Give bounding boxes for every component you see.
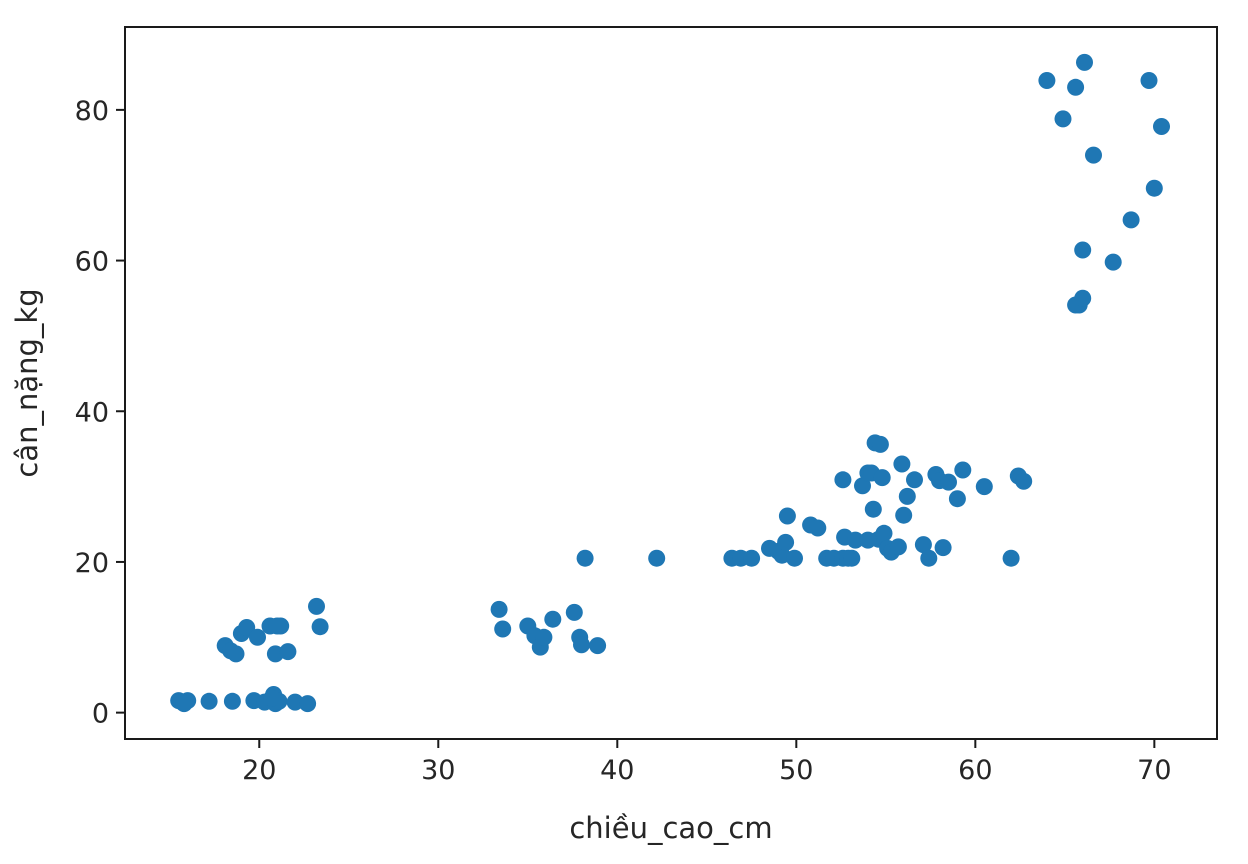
data-point (263, 689, 281, 707)
data-point (1038, 72, 1056, 89)
x-axis-ticks: 20 30 40 50 60 70 (242, 739, 1172, 786)
data-point (1122, 211, 1140, 229)
data-point (1074, 241, 1092, 259)
data-point (544, 610, 562, 628)
scatter-points (170, 53, 1170, 713)
data-point (1002, 549, 1020, 567)
data-point (846, 531, 864, 549)
data-point (175, 695, 193, 713)
data-point (843, 549, 861, 567)
data-point (777, 533, 795, 551)
data-point (1054, 110, 1072, 128)
y-tick-label: 20 (75, 548, 109, 579)
data-point (494, 620, 512, 638)
data-point (786, 549, 803, 567)
data-point (934, 539, 952, 557)
x-tick-label: 40 (600, 755, 634, 786)
data-point (975, 478, 993, 496)
y-tick-label: 80 (75, 96, 109, 127)
data-point (1153, 118, 1170, 135)
x-tick-label: 50 (779, 755, 813, 786)
data-point (914, 536, 932, 554)
data-point (286, 693, 304, 711)
data-point (854, 477, 871, 495)
y-tick-label: 40 (75, 397, 109, 428)
data-point (871, 435, 889, 453)
data-point (889, 538, 907, 556)
data-point (308, 597, 325, 615)
x-axis-label: chiều_cao_cm (569, 811, 772, 845)
data-point (311, 618, 329, 636)
x-tick-label: 70 (1137, 755, 1171, 786)
data-point (1140, 72, 1158, 89)
data-point (1104, 253, 1122, 271)
y-axis-label: cân_nặng_kg (10, 288, 44, 477)
data-point (809, 519, 827, 537)
data-point (1076, 53, 1093, 71)
data-point (1085, 146, 1102, 164)
data-point (1145, 179, 1163, 197)
data-point (223, 692, 241, 710)
data-point (200, 692, 218, 710)
data-point (249, 628, 266, 646)
data-point (778, 507, 796, 525)
data-point (565, 603, 583, 621)
data-point (898, 487, 916, 505)
data-point (906, 471, 923, 489)
data-point (1067, 78, 1085, 96)
data-point (859, 531, 877, 549)
data-point (948, 490, 966, 508)
data-point (279, 643, 297, 661)
data-point (873, 469, 891, 487)
data-point (227, 645, 245, 663)
plot-frame (124, 26, 1218, 740)
data-point (893, 455, 911, 473)
data-point (920, 549, 938, 567)
data-point (864, 500, 882, 518)
y-axis-ticks: 0 20 40 60 80 (75, 96, 125, 730)
data-point (1015, 472, 1033, 490)
y-tick-label: 0 (92, 699, 109, 730)
data-point (573, 636, 590, 654)
data-point (535, 628, 553, 646)
data-point (954, 461, 972, 479)
data-point (238, 619, 256, 636)
data-point (895, 506, 913, 524)
x-tick-label: 30 (421, 755, 455, 786)
data-point (1074, 289, 1092, 307)
data-point (299, 695, 317, 713)
x-tick-label: 20 (242, 755, 276, 786)
data-point (589, 637, 607, 655)
x-tick-label: 60 (958, 755, 992, 786)
data-point (743, 549, 761, 567)
data-point (576, 549, 594, 567)
data-point (268, 617, 286, 635)
y-tick-label: 60 (75, 247, 109, 278)
data-point (490, 600, 508, 618)
data-point (648, 549, 666, 567)
data-point (875, 524, 893, 542)
data-point (834, 471, 852, 489)
data-point (940, 473, 957, 491)
